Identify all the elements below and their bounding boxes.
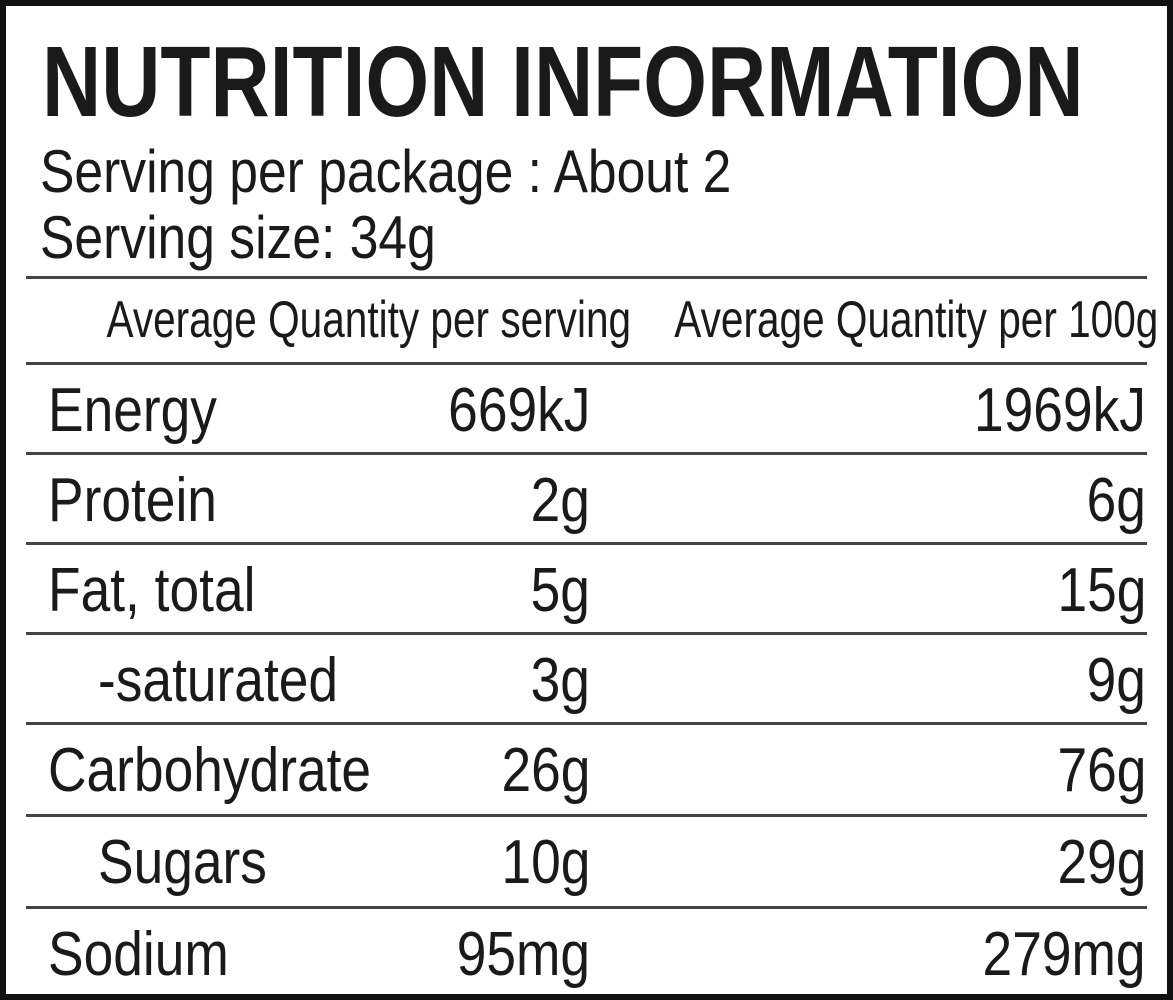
serving-per-package: Serving per package : About 2 xyxy=(40,138,732,205)
per-serving-value: 26g xyxy=(501,736,590,805)
per-serving-value: 2g xyxy=(530,466,590,535)
nutrient-name: Carbohydrate xyxy=(48,736,372,805)
divider xyxy=(26,276,1147,279)
nutrient-name: Energy xyxy=(48,376,217,445)
per-serving-value: 5g xyxy=(530,556,590,625)
column-header: Average Quantity per serving xyxy=(106,291,632,349)
divider xyxy=(26,632,1147,635)
nutrient-name: Sodium xyxy=(48,920,229,989)
serving-size: Serving size: 34g xyxy=(40,204,436,271)
per-100g-value: 15g xyxy=(1057,556,1146,625)
per-serving-value: 95mg xyxy=(456,920,590,989)
per-100g-value: 29g xyxy=(1057,828,1146,897)
per-100g-value: 279mg xyxy=(982,920,1146,989)
per-100g-value: 1969kJ xyxy=(974,376,1146,445)
per-serving-value: 3g xyxy=(530,646,590,715)
nutrient-name: Sugars xyxy=(98,828,267,897)
nutrient-name: Fat, total xyxy=(48,556,256,625)
divider xyxy=(26,452,1147,455)
nutrient-name: Protein xyxy=(48,466,217,535)
nutrient-name: -saturated xyxy=(98,646,339,715)
divider xyxy=(26,906,1147,909)
title: NUTRITION INFORMATION xyxy=(42,26,1084,138)
per-100g-value: 76g xyxy=(1057,736,1146,805)
column-header: Average Quantity per 100g xyxy=(674,291,1159,349)
per-100g-value: 9g xyxy=(1086,646,1146,715)
per-serving-value: 669kJ xyxy=(447,376,590,445)
divider xyxy=(26,814,1147,817)
divider xyxy=(26,722,1147,725)
per-serving-value: 10g xyxy=(501,828,590,897)
per-100g-value: 6g xyxy=(1086,466,1146,535)
divider xyxy=(26,542,1147,545)
divider xyxy=(26,362,1147,365)
